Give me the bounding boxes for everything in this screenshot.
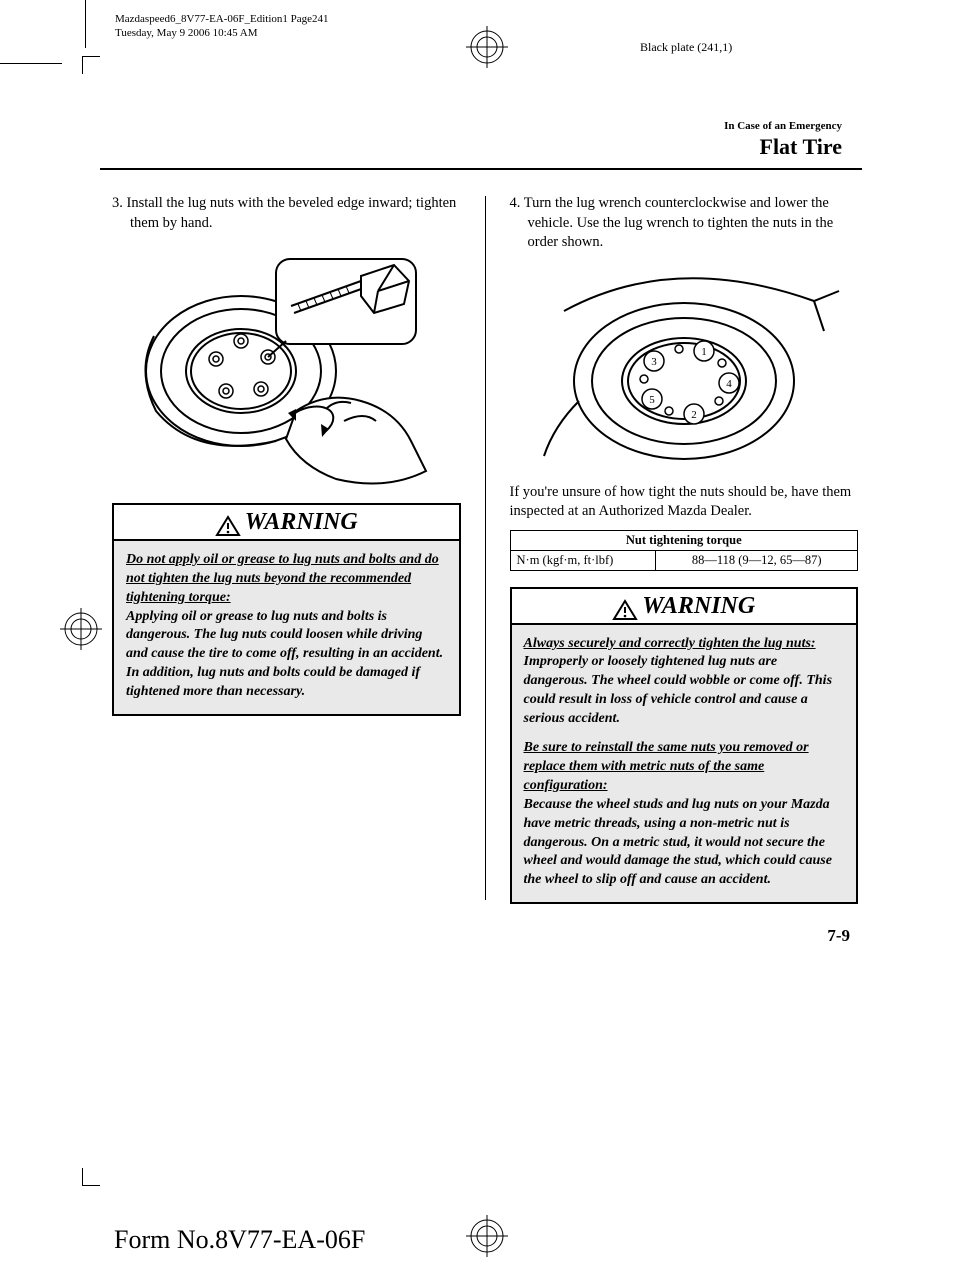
registration-mark-top-icon	[466, 26, 508, 68]
step-text: Turn the lug wrench counterclockwise and…	[524, 195, 833, 250]
crop-corner-tl-icon	[82, 56, 100, 74]
step-text: Install the lug nuts with the beveled ed…	[127, 195, 457, 231]
registration-mark-bottom-icon	[466, 1215, 508, 1257]
page-number: 7-9	[100, 926, 870, 946]
torque-value: 88―118 (9―12, 65―87)	[656, 550, 858, 570]
warning-grease-body: Applying oil or grease to lug nuts and b…	[126, 609, 443, 700]
column-divider	[485, 196, 486, 900]
step-num: 4.	[510, 195, 521, 211]
left-column: 3. Install the lug nuts with the beveled…	[112, 194, 461, 904]
plate-meta: Black plate (241,1)	[640, 40, 732, 55]
lug-order-diagram: 1 2 3 4 5	[524, 261, 844, 471]
page-title: Flat Tire	[100, 134, 842, 160]
warning-box-tighten: WARNING Always securely and correctly ti…	[510, 587, 859, 904]
warning-triangle-icon	[612, 599, 638, 621]
inspect-paragraph: If you're unsure of how tight the nuts s…	[510, 483, 859, 522]
warning-metric-text: Be sure to reinstall the same nuts you r…	[524, 739, 845, 890]
doc-id-line2: Tuesday, May 9 2006 10:45 AM	[115, 26, 329, 40]
page-header: In Case of an Emergency Flat Tire	[100, 70, 862, 170]
print-meta: Mazdaspeed6_8V77-EA-06F_Edition1 Page241…	[115, 12, 329, 41]
torque-unit: N·m (kgf·m, ft·lbf)	[510, 550, 656, 570]
section-label: In Case of an Emergency	[100, 120, 842, 132]
warning-label: WARNING	[245, 509, 358, 535]
right-column: 4. Turn the lug wrench counterclockwise …	[510, 194, 859, 904]
step-3: 3. Install the lug nuts with the beveled…	[112, 194, 461, 233]
step-4: 4. Turn the lug wrench counterclockwise …	[510, 194, 859, 253]
crop-tick-top-icon	[0, 63, 62, 64]
warning-metric-heading: Be sure to reinstall the same nuts you r…	[524, 740, 809, 793]
step-num: 3.	[112, 195, 123, 211]
lug-label-3: 3	[651, 356, 657, 368]
form-number: Form No.8V77-EA-06F	[114, 1225, 365, 1255]
crop-tick-left-icon	[85, 0, 86, 48]
lug-label-1: 1	[701, 346, 707, 358]
warning-box-grease: WARNING Do not apply oil or grease to lu…	[112, 503, 461, 716]
warning-tighten-body: Improperly or loosely tightened lug nuts…	[524, 654, 833, 726]
warning-grease-text: Do not apply oil or grease to lug nuts a…	[126, 551, 447, 702]
warning-grease-heading: Do not apply oil or grease to lug nuts a…	[126, 552, 439, 605]
tire-hand-tighten-diagram	[126, 241, 446, 491]
warning-triangle-icon	[215, 515, 241, 537]
page-content: In Case of an Emergency Flat Tire 3. Ins…	[100, 70, 870, 946]
doc-id-line1: Mazdaspeed6_8V77-EA-06F_Edition1 Page241	[115, 12, 329, 26]
torque-table: Nut tightening torque N·m (kgf·m, ft·lbf…	[510, 530, 859, 571]
warning-metric-body: Because the wheel studs and lug nuts on …	[524, 797, 832, 888]
warning-label: WARNING	[642, 593, 755, 619]
lug-label-2: 2	[691, 409, 697, 421]
crop-corner-bl-icon	[82, 1168, 100, 1186]
lug-label-4: 4	[726, 378, 732, 390]
lug-label-5: 5	[649, 394, 655, 406]
warning-tighten-heading: Always securely and correctly tighten th…	[524, 636, 816, 651]
torque-header: Nut tightening torque	[510, 530, 858, 550]
registration-mark-left-icon	[60, 608, 102, 650]
warning-tighten-text: Always securely and correctly tighten th…	[524, 635, 845, 729]
